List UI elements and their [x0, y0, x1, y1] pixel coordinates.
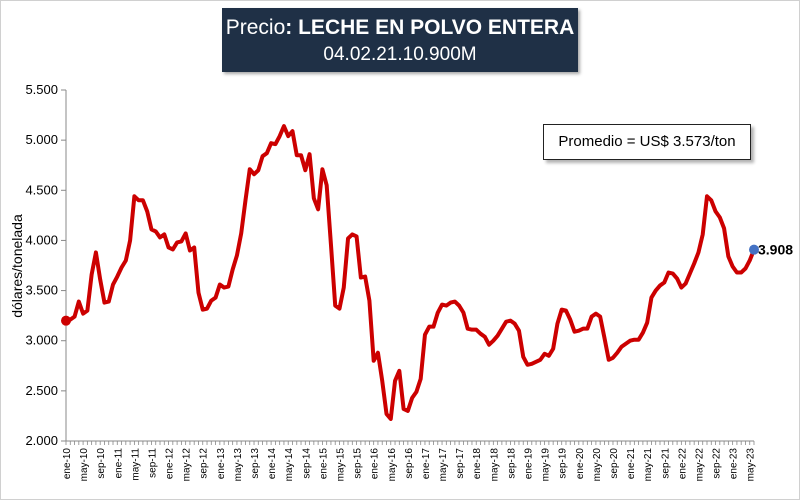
- title-prefix: Precio: [225, 16, 286, 39]
- title-product: LECHE EN POLVO ENTERA: [298, 16, 575, 39]
- x-tick-label: ene-18: [472, 448, 483, 480]
- average-annotation: Promedio = US$ 3.573/ton: [543, 124, 751, 160]
- x-tick-label: sep-20: [609, 448, 620, 479]
- x-tick-label: may-19: [541, 448, 552, 482]
- x-tick-label: may-21: [643, 448, 654, 482]
- chart-subtitle: 04.02.21.10.900M: [323, 44, 477, 65]
- y-tick-label: 5.500: [25, 82, 58, 97]
- y-tick-label: 4.500: [25, 182, 58, 197]
- x-tick-label: ene-17: [421, 448, 432, 480]
- x-tick-label: may-14: [284, 448, 295, 482]
- x-tick-label: sep-18: [506, 448, 517, 479]
- x-tick-label: may-15: [335, 448, 346, 482]
- y-tick-label: 3.500: [25, 283, 58, 298]
- x-tick-label: sep-16: [404, 448, 415, 479]
- x-tick-label: may-20: [592, 448, 603, 482]
- x-tick-label: may-12: [182, 448, 193, 482]
- x-tick-label: sep-14: [301, 448, 312, 479]
- x-tick-label: may-18: [489, 448, 500, 482]
- x-tick-label: sep-12: [199, 448, 210, 479]
- x-tick-label: ene-10: [62, 448, 73, 480]
- x-tick-label: ene-20: [575, 448, 586, 480]
- start-point: [61, 315, 71, 326]
- chart-title: Precio: LECHE EN POLVO ENTERA: [225, 16, 575, 39]
- end-point: [749, 244, 759, 255]
- x-tick-label: sep-17: [455, 448, 466, 479]
- x-tick-label: ene-23: [729, 448, 740, 480]
- x-tick-label: sep-19: [558, 448, 569, 479]
- y-tick-label: 3.000: [25, 333, 58, 348]
- x-tick-label: sep-15: [353, 448, 364, 479]
- x-tick-label: may-23: [746, 448, 757, 482]
- x-tick-label: may-17: [438, 448, 449, 482]
- x-tick-label: may-13: [233, 448, 244, 482]
- x-tick-label: sep-13: [250, 448, 261, 479]
- x-tick-label: ene-16: [370, 448, 381, 480]
- x-tick-label: sep-21: [660, 448, 671, 479]
- y-axis-label: dólares/tonelada: [9, 214, 25, 318]
- y-tick-label: 5.000: [25, 132, 58, 147]
- y-tick-label: 2.500: [25, 383, 58, 398]
- x-tick-label: ene-19: [524, 448, 535, 480]
- x-tick-label: ene-14: [267, 448, 278, 480]
- end-value-label: 3.908: [758, 242, 793, 258]
- x-tick-label: may-11: [130, 448, 141, 481]
- x-tick-label: ene-12: [165, 448, 176, 480]
- x-tick-label: ene-13: [216, 448, 227, 480]
- x-tick-label: sep-22: [712, 448, 723, 479]
- x-tick-label: sep-10: [96, 448, 107, 479]
- x-tick-label: may-22: [694, 448, 705, 482]
- x-tick-label: may-10: [79, 448, 90, 482]
- series-line: [64, 124, 756, 421]
- x-tick-label: sep-11: [147, 448, 158, 478]
- y-tick-label: 4.000: [25, 232, 58, 247]
- y-tick-label: 2.000: [25, 433, 58, 448]
- x-tick-label: ene-15: [318, 448, 329, 480]
- x-tick-label: may-16: [387, 448, 398, 482]
- x-tick-label: ene-22: [677, 448, 688, 480]
- chart-title-box: Precio: LECHE EN POLVO ENTERA 04.02.21.1…: [222, 8, 578, 72]
- x-axis-ticks: ene-10 may-10 sep-10 ene-11 may-11 sep-11 ene-…: [62, 441, 757, 481]
- y-axis-ticks: 2.000 2.500 3.000 3.500 4.000 4.500 5.000 5.500: [25, 82, 66, 448]
- axes: [65, 90, 754, 442]
- x-tick-label: ene-21: [626, 448, 637, 480]
- x-tick-label: ene-11: [113, 448, 124, 479]
